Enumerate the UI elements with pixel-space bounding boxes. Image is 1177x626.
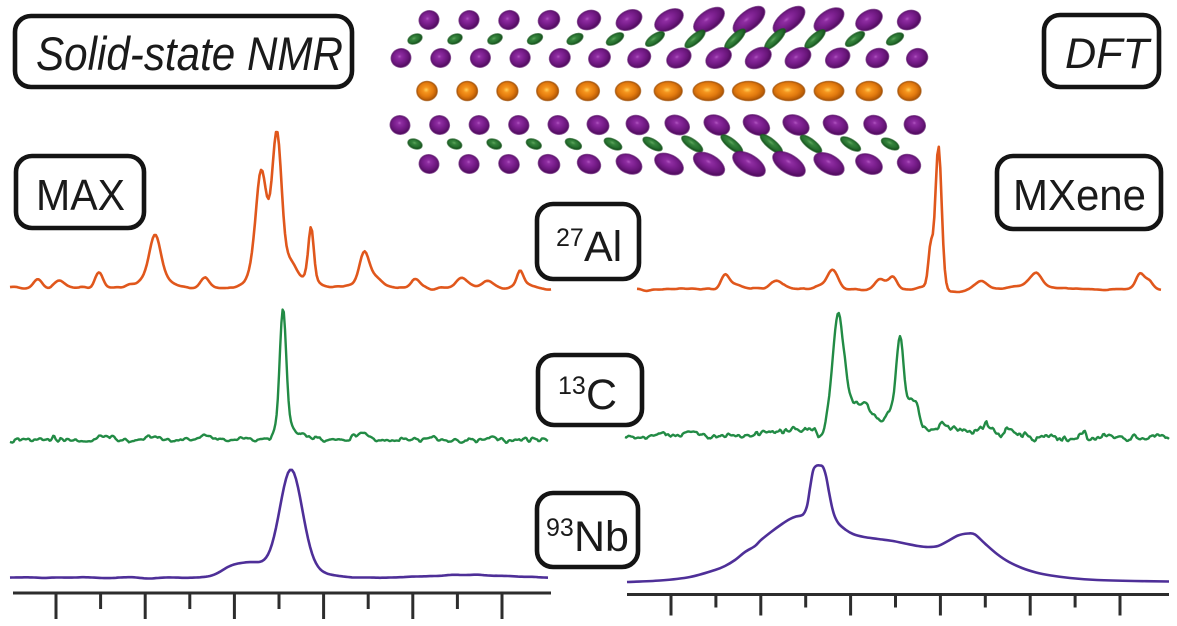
svg-text:Solid-state NMR: Solid-state NMR xyxy=(36,27,343,80)
svg-text:MXene: MXene xyxy=(1013,172,1146,220)
svg-text:13: 13 xyxy=(558,372,586,400)
svg-text:Al: Al xyxy=(584,223,622,271)
svg-text:DFT: DFT xyxy=(1065,30,1152,78)
svg-text:Nb: Nb xyxy=(574,513,629,561)
svg-text:MAX: MAX xyxy=(36,171,125,220)
svg-text:27: 27 xyxy=(556,224,584,252)
svg-text:93: 93 xyxy=(546,514,574,542)
svg-text:C: C xyxy=(586,371,617,419)
